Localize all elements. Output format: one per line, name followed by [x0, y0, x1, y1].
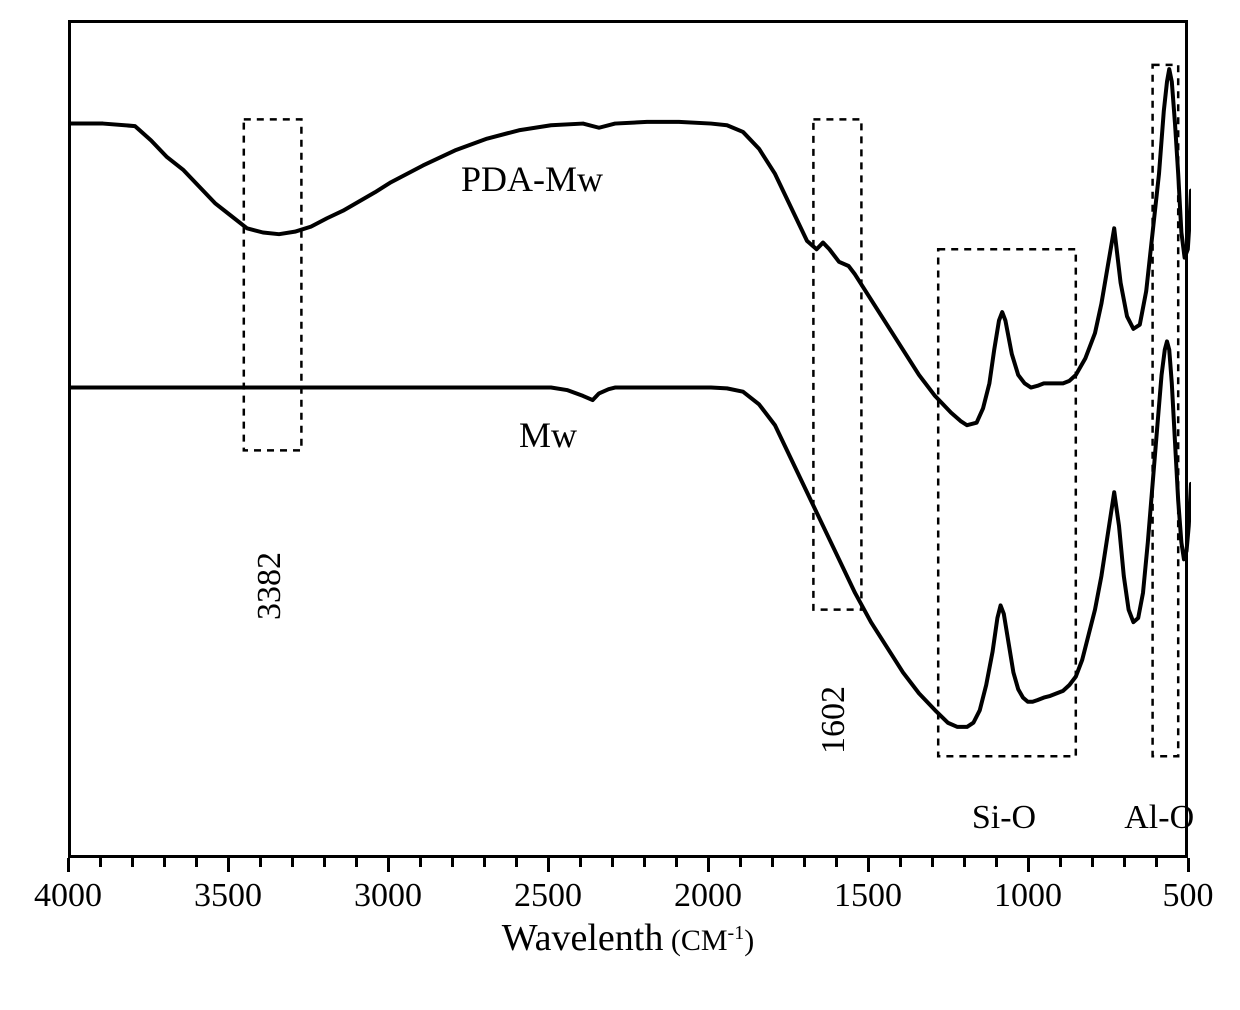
figure: Wavelenth (CM-1) PDA-Mw Mw 3382 1602 Si-O Al-… — [0, 0, 1240, 1010]
xtick-minor — [291, 858, 294, 867]
lbl-AlO: Al-O — [1124, 799, 1194, 837]
xtick-minor — [259, 858, 262, 867]
xtick-minor — [803, 858, 806, 867]
xtick-label: 3000 — [354, 877, 422, 915]
xtick-minor — [195, 858, 198, 867]
xtick-minor — [419, 858, 422, 867]
lbl-SiO: Si-O — [972, 799, 1036, 837]
xtick-minor — [1123, 858, 1126, 867]
xtick — [67, 858, 70, 872]
xtick-minor — [931, 858, 934, 867]
trace-PDA-Mw — [71, 69, 1191, 425]
xtick-minor — [1155, 858, 1158, 867]
x-axis-label-unit-prefix: (CM — [663, 924, 727, 957]
lbl-3382: 3382 — [251, 552, 289, 620]
xtick-minor — [131, 858, 134, 867]
xtick-minor — [515, 858, 518, 867]
xtick-minor — [579, 858, 582, 867]
xtick-minor — [611, 858, 614, 867]
xtick — [227, 858, 230, 872]
xtick-minor — [643, 858, 646, 867]
xtick-minor — [1059, 858, 1062, 867]
trace-label-PDA-Mw: PDA-Mw — [461, 158, 603, 200]
x-axis-label-main: Wavelenth — [502, 917, 664, 959]
plot-area — [68, 20, 1188, 858]
xtick-minor — [739, 858, 742, 867]
trace-Mw — [71, 341, 1191, 726]
xtick-label: 1500 — [834, 877, 902, 915]
xtick-minor — [355, 858, 358, 867]
x-axis-label-unit-exp: -1 — [728, 922, 745, 944]
xtick-minor — [163, 858, 166, 867]
xtick — [867, 858, 870, 872]
xtick-label: 4000 — [34, 877, 102, 915]
xtick — [707, 858, 710, 872]
trace-label-Mw: Mw — [519, 414, 577, 456]
box-3382 — [244, 119, 302, 450]
xtick-label: 3500 — [194, 877, 262, 915]
xtick-minor — [323, 858, 326, 867]
xtick — [1027, 858, 1030, 872]
xtick-minor — [995, 858, 998, 867]
xtick-minor — [451, 858, 454, 867]
xtick-minor — [675, 858, 678, 867]
x-axis-label-unit-suffix: ) — [744, 924, 754, 957]
xtick-label: 2500 — [514, 877, 582, 915]
chart-svg — [71, 23, 1191, 861]
xtick-minor — [899, 858, 902, 867]
xtick — [1187, 858, 1190, 872]
x-axis-label: Wavelenth (CM-1) — [502, 916, 754, 960]
lbl-1602: 1602 — [815, 686, 853, 754]
xtick-minor — [483, 858, 486, 867]
xtick — [387, 858, 390, 872]
xtick-minor — [963, 858, 966, 867]
xtick-minor — [835, 858, 838, 867]
xtick-label: 1000 — [994, 877, 1062, 915]
xtick-minor — [99, 858, 102, 867]
xtick — [547, 858, 550, 872]
xtick-label: 2000 — [674, 877, 742, 915]
xtick-minor — [1091, 858, 1094, 867]
xtick-label: 500 — [1163, 877, 1214, 915]
xtick-minor — [771, 858, 774, 867]
box-1602 — [813, 119, 861, 609]
